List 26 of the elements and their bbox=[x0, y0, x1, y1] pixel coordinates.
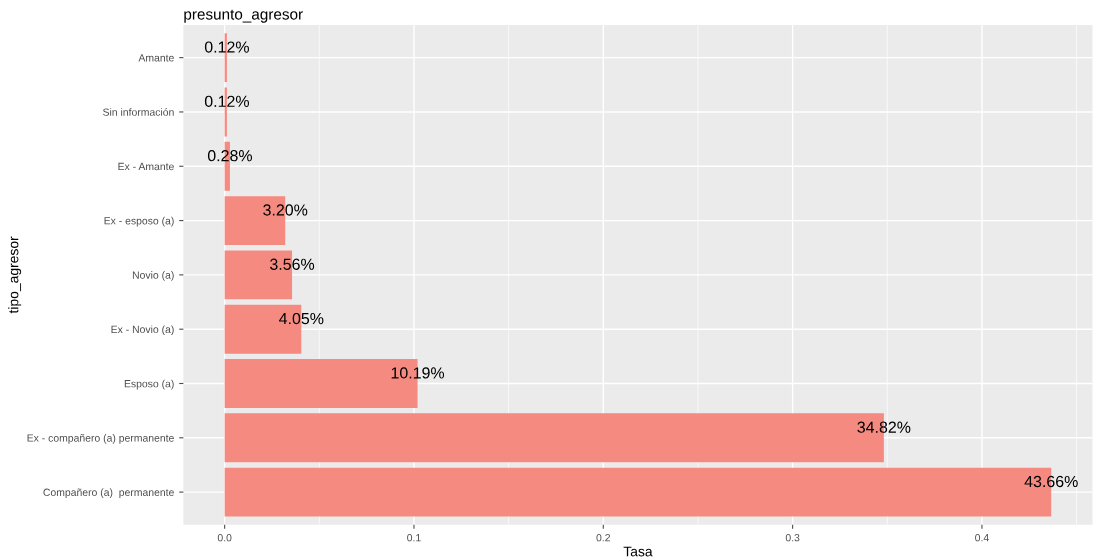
x-tick-label: 0.1 bbox=[407, 534, 421, 542]
data-label: 3.56% bbox=[270, 258, 315, 270]
y-tick-label: Ex - Novio (a) bbox=[111, 325, 174, 336]
y-tick-label: Ex - compañero (a) permanente bbox=[27, 434, 174, 444]
y-tick-label: Amante bbox=[138, 54, 174, 62]
data-label: 10.19% bbox=[391, 367, 445, 379]
x-tick-label: 0.3 bbox=[785, 534, 800, 542]
data-label: 4.05% bbox=[279, 312, 324, 325]
x-tick-label: 0.0 bbox=[217, 534, 232, 542]
chart-title: presunto_agresor bbox=[184, 9, 303, 23]
x-tick-label: 0.4 bbox=[975, 534, 989, 542]
y-tick-label: Sin información bbox=[103, 108, 174, 116]
y-tick-label: Novio (a) bbox=[132, 271, 174, 281]
data-label: 34.82% bbox=[857, 421, 911, 433]
x-axis-title: Tasa bbox=[623, 546, 653, 557]
y-tick-label: Esposo (a) bbox=[124, 379, 174, 390]
y-tick-label: Compañero (a) permanente bbox=[43, 488, 174, 499]
data-label: 43.66% bbox=[1024, 475, 1078, 488]
data-label: 0.12% bbox=[204, 95, 249, 108]
y-axis-title: tipo_agresor bbox=[8, 236, 22, 314]
data-label: 0.28% bbox=[207, 150, 253, 162]
y-tick-label: Ex - Amante bbox=[118, 162, 174, 171]
y-tick-label: Ex - esposo (a) bbox=[104, 216, 174, 227]
x-tick-label: 0.2 bbox=[596, 534, 611, 542]
data-label: 3.20% bbox=[263, 204, 308, 216]
data-label: 0.12% bbox=[204, 41, 249, 53]
